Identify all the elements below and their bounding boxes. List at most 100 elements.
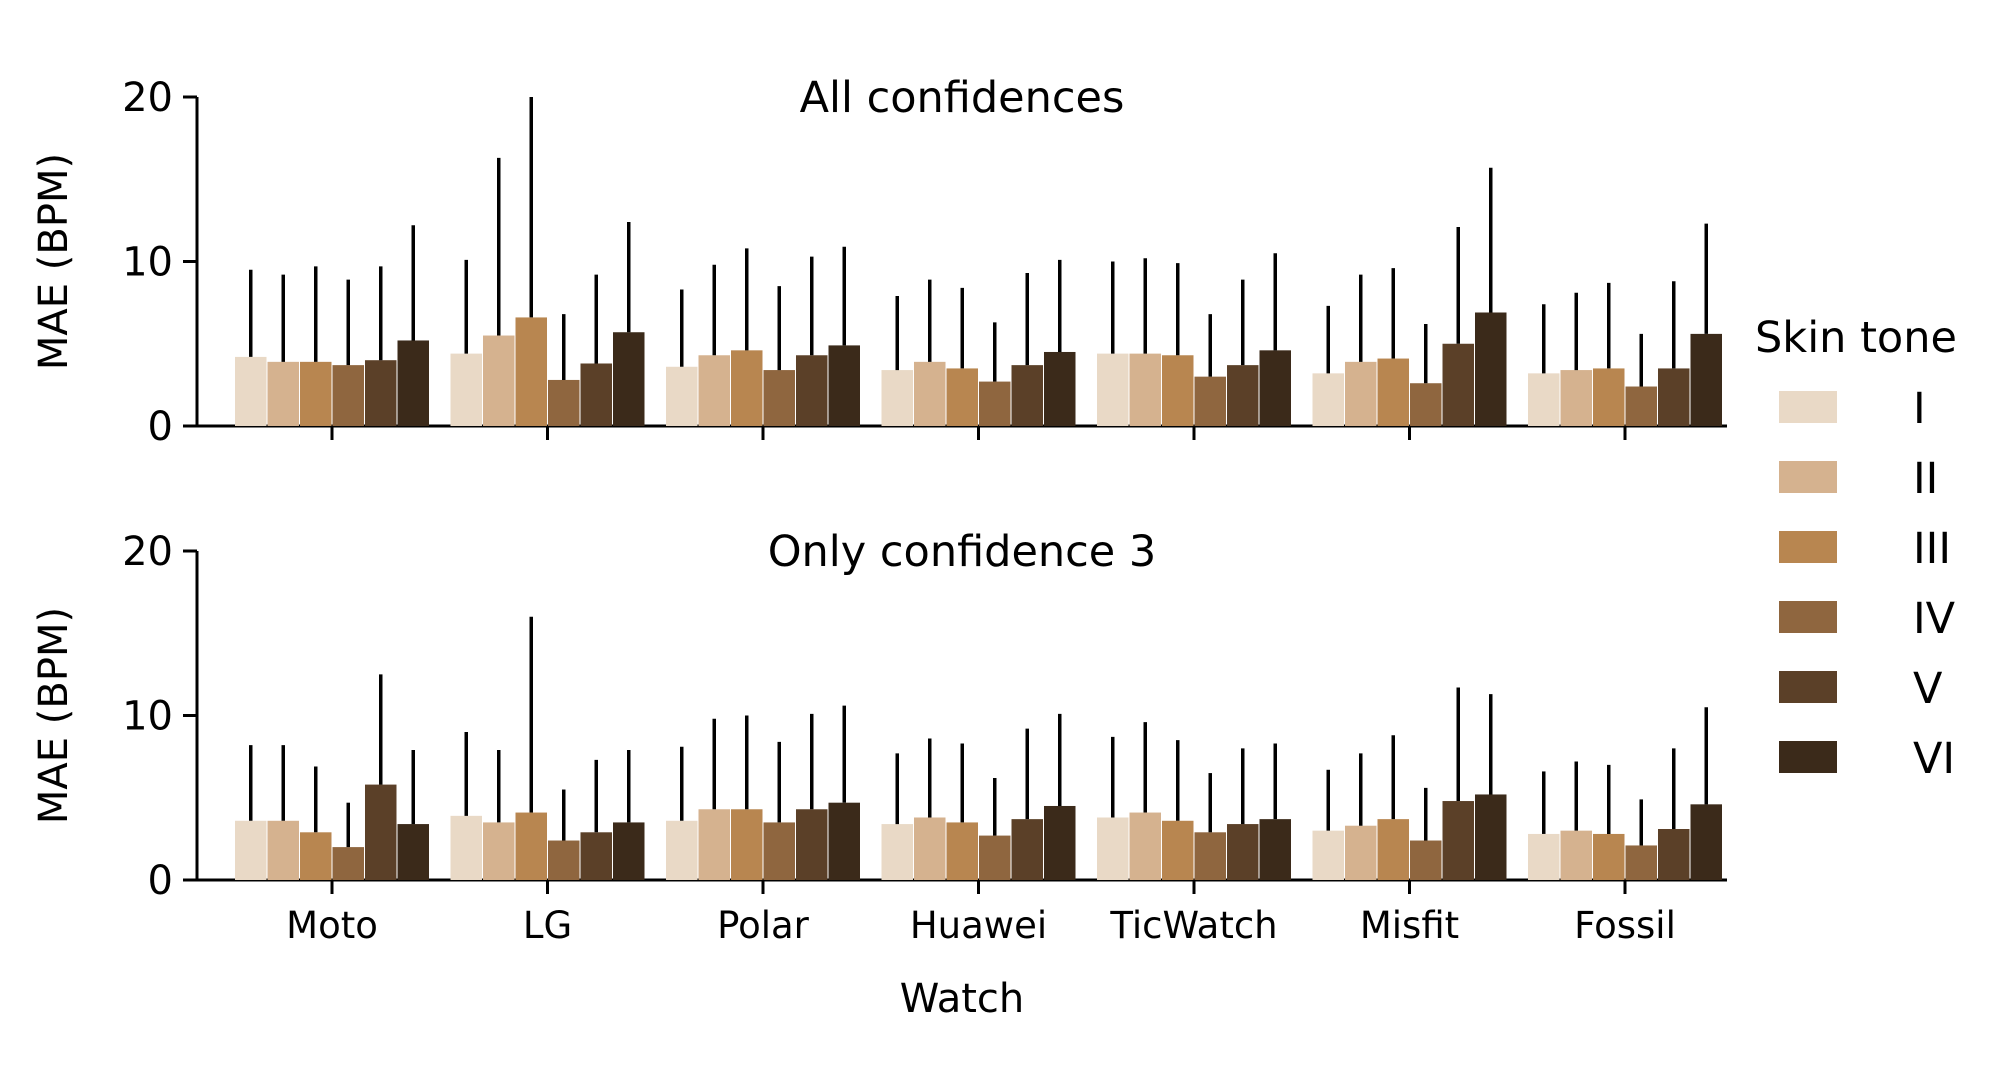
x-axis-label: Watch xyxy=(900,976,1025,1022)
x-tick-label: Polar xyxy=(717,904,810,947)
bar-ticwatch-iv xyxy=(1194,832,1226,880)
bar-polar-ii xyxy=(698,355,730,426)
legend-label: IV xyxy=(1913,594,1956,644)
bar-huawei-iv xyxy=(979,381,1011,426)
bar-misfit-iv xyxy=(1410,840,1442,880)
y-tick-label: 20 xyxy=(122,75,173,121)
legend-label: I xyxy=(1913,384,1926,434)
bar-misfit-vi xyxy=(1475,794,1507,880)
bar-polar-vi xyxy=(828,802,860,880)
legend-swatch xyxy=(1779,601,1837,633)
bar-ticwatch-ii xyxy=(1129,812,1161,880)
bar-ticwatch-iii xyxy=(1162,355,1194,426)
bar-huawei-i xyxy=(881,824,913,880)
bar-huawei-ii xyxy=(914,361,946,426)
y-axis-label: MAE (BPM) xyxy=(31,153,77,370)
bar-misfit-iv xyxy=(1410,383,1442,426)
bar-polar-i xyxy=(666,820,698,880)
bar-polar-v xyxy=(796,355,828,426)
bar-huawei-iii xyxy=(946,822,978,880)
legend-label: V xyxy=(1913,664,1943,714)
bar-huawei-iii xyxy=(946,368,978,426)
y-tick-label: 0 xyxy=(148,404,173,450)
bar-misfit-iii xyxy=(1377,819,1409,880)
x-tick-label: Moto xyxy=(286,904,378,947)
bar-moto-v xyxy=(365,784,397,880)
bar-lg-i xyxy=(450,353,482,426)
bar-moto-ii xyxy=(267,361,299,426)
bar-lg-v xyxy=(580,363,612,426)
bar-lg-iii xyxy=(515,317,547,426)
bar-lg-vi xyxy=(613,332,645,426)
bar-moto-i xyxy=(235,820,267,880)
y-tick-label: 10 xyxy=(122,240,173,286)
bar-fossil-i xyxy=(1528,373,1560,426)
bar-ticwatch-i xyxy=(1097,353,1129,426)
bar-lg-i xyxy=(450,815,482,880)
bar-misfit-v xyxy=(1442,343,1474,426)
bar-huawei-vi xyxy=(1044,351,1076,426)
bar-polar-iv xyxy=(763,822,795,880)
bar-fossil-iv xyxy=(1625,386,1657,426)
bar-polar-ii xyxy=(698,809,730,880)
bar-polar-v xyxy=(796,809,828,880)
bar-huawei-i xyxy=(881,370,913,426)
bar-misfit-i xyxy=(1312,373,1344,426)
bar-misfit-vi xyxy=(1475,312,1507,426)
legend-swatch xyxy=(1779,741,1837,773)
bar-huawei-v xyxy=(1011,819,1043,880)
bar-ticwatch-iv xyxy=(1194,376,1226,426)
bar-fossil-iii xyxy=(1593,368,1625,426)
bar-fossil-ii xyxy=(1560,830,1592,880)
bar-fossil-iii xyxy=(1593,833,1625,880)
y-tick-label: 10 xyxy=(122,694,173,740)
y-tick-label: 20 xyxy=(122,529,173,575)
panel-2: Only confidence 3 MAE (BPM) 0 10 20 Moto LG Pol… xyxy=(31,527,1727,1022)
bar-misfit-i xyxy=(1312,830,1344,880)
legend-swatch xyxy=(1779,531,1837,563)
bar-fossil-v xyxy=(1658,368,1690,426)
bar-moto-iv xyxy=(332,847,364,880)
bar-lg-iv xyxy=(548,379,580,426)
bar-ticwatch-v xyxy=(1227,824,1259,880)
bar-fossil-iv xyxy=(1625,845,1657,880)
x-tick-label: Fossil xyxy=(1574,904,1676,947)
legend-swatch xyxy=(1779,461,1837,493)
legend-label: III xyxy=(1913,524,1951,574)
bar-polar-iv xyxy=(763,370,795,426)
bar-huawei-iv xyxy=(979,835,1011,880)
y-tick-label: 0 xyxy=(148,858,173,904)
bar-huawei-vi xyxy=(1044,805,1076,880)
bar-lg-iii xyxy=(515,812,547,880)
bar-fossil-vi xyxy=(1690,804,1722,880)
bar-ticwatch-iii xyxy=(1162,820,1194,880)
bar-huawei-ii xyxy=(914,817,946,880)
bar-fossil-v xyxy=(1658,829,1690,880)
bar-polar-i xyxy=(666,366,698,426)
x-tick-label: Huawei xyxy=(910,904,1047,947)
bar-ticwatch-ii xyxy=(1129,353,1161,426)
bar-lg-iv xyxy=(548,840,580,880)
bar-polar-iii xyxy=(731,350,763,426)
bar-moto-i xyxy=(235,356,267,426)
bar-polar-vi xyxy=(828,345,860,426)
bar-moto-vi xyxy=(397,340,429,426)
bar-moto-ii xyxy=(267,820,299,880)
bar-lg-ii xyxy=(483,335,515,426)
bar-lg-vi xyxy=(613,822,645,880)
x-tick-label: LG xyxy=(523,904,572,947)
panel-title: Only confidence 3 xyxy=(768,527,1157,577)
legend-label: II xyxy=(1913,454,1938,504)
y-axis-label: MAE (BPM) xyxy=(31,607,77,824)
bar-lg-ii xyxy=(483,822,515,880)
bar-moto-v xyxy=(365,360,397,426)
bar-moto-iii xyxy=(300,361,332,426)
bar-ticwatch-v xyxy=(1227,365,1259,426)
panel-title: All confidences xyxy=(800,73,1125,123)
bar-moto-iv xyxy=(332,365,364,426)
legend-swatch xyxy=(1779,391,1837,423)
